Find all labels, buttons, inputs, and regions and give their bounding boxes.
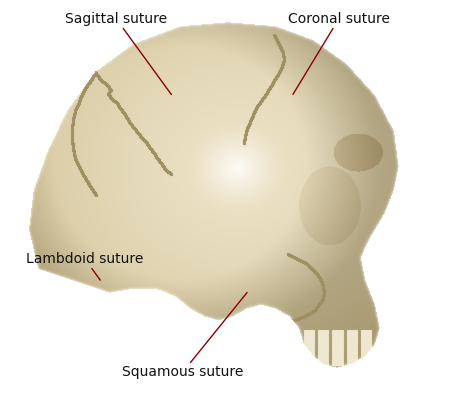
Text: Squamous suture: Squamous suture	[122, 292, 247, 379]
Text: Lambdoid suture: Lambdoid suture	[26, 252, 144, 280]
Text: Sagittal suture: Sagittal suture	[65, 12, 172, 94]
Text: Coronal suture: Coronal suture	[288, 12, 390, 94]
